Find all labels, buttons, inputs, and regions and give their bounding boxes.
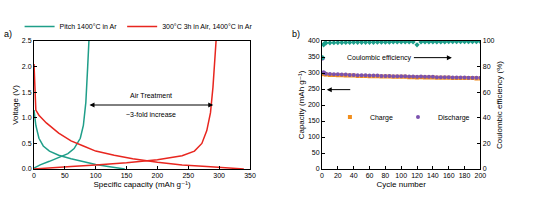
- svg-text:80: 80: [381, 172, 389, 179]
- svg-text:Pitch 1400°C in Ar: Pitch 1400°C in Ar: [60, 23, 118, 30]
- svg-text:300°C 3h in Air, 1400°C in Ar: 300°C 3h in Air, 1400°C in Ar: [162, 23, 252, 30]
- svg-text:Voltage (V): Voltage (V): [11, 85, 20, 125]
- svg-text:2.0: 2.0: [22, 63, 32, 70]
- svg-text:250: 250: [308, 85, 320, 92]
- svg-text:20: 20: [334, 172, 342, 179]
- svg-text:0: 0: [32, 172, 36, 179]
- svg-text:350: 350: [244, 172, 256, 179]
- svg-text:350: 350: [308, 53, 320, 60]
- svg-text:~3-fold increase: ~3-fold increase: [126, 111, 176, 118]
- svg-text:50: 50: [312, 149, 320, 156]
- svg-text:200: 200: [475, 172, 487, 179]
- svg-text:0.5: 0.5: [22, 140, 32, 147]
- svg-text:Coulombic efficiency (%): Coulombic efficiency (%): [495, 61, 504, 149]
- svg-text:1.5: 1.5: [22, 89, 32, 96]
- svg-text:2.5: 2.5: [22, 37, 32, 44]
- svg-text:150: 150: [308, 117, 320, 124]
- svg-text:Discharge: Discharge: [438, 114, 470, 122]
- svg-text:60: 60: [366, 172, 374, 179]
- svg-text:400: 400: [308, 37, 320, 44]
- svg-text:40: 40: [483, 114, 491, 121]
- svg-text:b): b): [292, 29, 300, 39]
- svg-text:100: 100: [483, 37, 495, 44]
- svg-text:300: 300: [308, 69, 320, 76]
- svg-text:Cycle number: Cycle number: [377, 180, 427, 189]
- svg-text:a): a): [4, 29, 12, 39]
- svg-text:0: 0: [483, 165, 487, 172]
- svg-text:40: 40: [350, 172, 358, 179]
- svg-text:80: 80: [483, 63, 491, 70]
- svg-text:200: 200: [308, 101, 320, 108]
- svg-text:0: 0: [316, 165, 320, 172]
- svg-text:Specific capacity (mAh g⁻¹): Specific capacity (mAh g⁻¹): [93, 180, 190, 189]
- svg-text:300: 300: [213, 172, 225, 179]
- svg-text:100: 100: [395, 172, 407, 179]
- svg-text:60: 60: [483, 89, 491, 96]
- svg-text:0: 0: [320, 172, 324, 179]
- svg-text:100: 100: [308, 133, 320, 140]
- svg-text:20: 20: [483, 140, 491, 147]
- svg-text:Capacity (mAh g⁻¹): Capacity (mAh g⁻¹): [297, 70, 306, 139]
- svg-text:Air Treatment: Air Treatment: [130, 92, 172, 99]
- svg-text:200: 200: [152, 172, 164, 179]
- svg-text:120: 120: [411, 172, 423, 179]
- svg-text:100: 100: [90, 172, 102, 179]
- svg-text:50: 50: [61, 172, 69, 179]
- svg-text:140: 140: [427, 172, 439, 179]
- svg-text:150: 150: [121, 172, 133, 179]
- svg-text:160: 160: [443, 172, 455, 179]
- svg-text:0.0: 0.0: [22, 165, 32, 172]
- svg-text:180: 180: [459, 172, 471, 179]
- svg-text:Coulombic efficiency: Coulombic efficiency: [347, 54, 412, 62]
- svg-text:Charge: Charge: [370, 114, 393, 122]
- svg-text:1.0: 1.0: [22, 114, 32, 121]
- svg-text:250: 250: [182, 172, 194, 179]
